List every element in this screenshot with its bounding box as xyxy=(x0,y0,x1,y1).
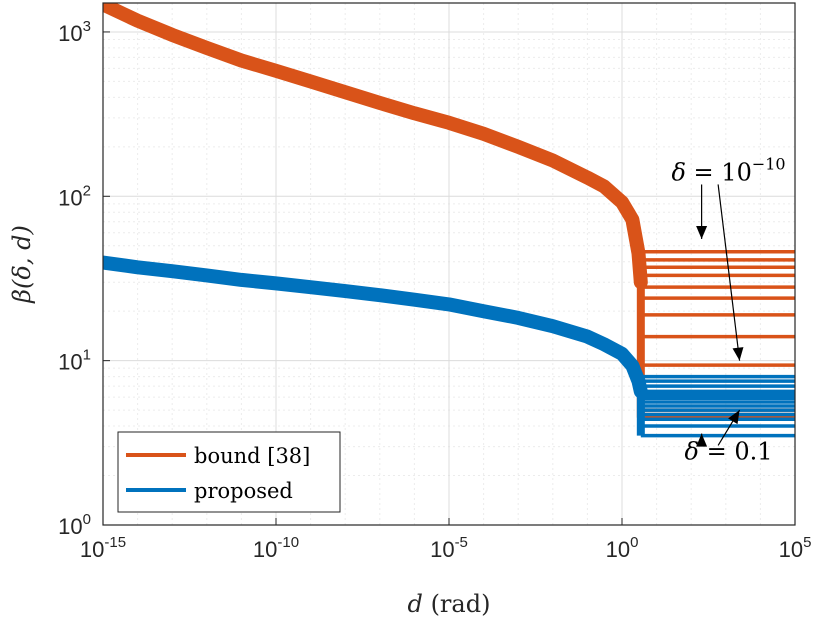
y-axis-label: β(δ, d) xyxy=(8,225,36,304)
x-tick-label: 10-5 xyxy=(430,534,468,562)
x-tick-label: 105 xyxy=(779,534,812,562)
x-axis-label-unit: (rad) xyxy=(431,590,491,618)
annotation-delta-symbol: δ xyxy=(671,158,685,186)
x-tick-exp: 0 xyxy=(630,534,638,551)
series-proposed-curve xyxy=(103,255,648,399)
annotation-delta-top: δ = 10−10 xyxy=(671,154,785,186)
x-tick-exp: -15 xyxy=(104,534,126,551)
x-tick-label: 10-15 xyxy=(80,534,126,562)
x-tick-base: 10 xyxy=(606,537,630,562)
annotation-equals: = xyxy=(686,158,721,186)
x-tick-label: 100 xyxy=(606,534,639,562)
annotation-arrow-head xyxy=(696,225,708,239)
y-tick-label: 101 xyxy=(58,347,91,375)
y-tick-exp: 1 xyxy=(83,347,91,364)
annotation-arrows xyxy=(696,184,744,447)
y-tick-exp: 2 xyxy=(83,182,91,199)
y-tick-base: 10 xyxy=(58,21,82,46)
x-tick-exp: -10 xyxy=(277,534,299,551)
y-tick-base: 10 xyxy=(58,350,82,375)
y-tick-base: 10 xyxy=(58,185,82,210)
x-tick-labels: 10-15 10-10 10-5 100 105 xyxy=(80,534,812,562)
y-tick-label: 103 xyxy=(58,18,91,46)
x-tick-label: 10-10 xyxy=(253,534,299,562)
legend-box xyxy=(117,431,341,513)
x-tick-base: 10 xyxy=(779,537,803,562)
y-tick-base: 10 xyxy=(58,514,82,539)
annotation-delta-bottom: δ = 0.1 xyxy=(685,438,773,466)
tick-marks xyxy=(102,31,796,526)
x-tick-exp: -5 xyxy=(455,534,468,551)
x-tick-base: 10 xyxy=(80,537,104,562)
y-tick-exp: 3 xyxy=(83,18,91,35)
x-tick-exp: 5 xyxy=(803,534,811,551)
annotations: δ = 10−10δ = 0.1 xyxy=(671,154,785,465)
x-axis-label-var: d xyxy=(408,590,423,618)
annotation-arrow-line xyxy=(717,184,741,361)
y-tick-exp: 0 xyxy=(83,511,91,528)
annotation-base: 10 xyxy=(721,158,752,186)
legend-label-bound: bound [38] xyxy=(194,444,310,468)
y-tick-label: 100 xyxy=(58,511,91,539)
x-tick-base: 10 xyxy=(430,537,454,562)
legend: bound [38] proposed xyxy=(117,431,341,513)
annotation-exp: −10 xyxy=(752,154,786,173)
annotation-arrow-head xyxy=(728,410,740,425)
legend-label-proposed: proposed xyxy=(194,479,293,503)
annotation-delta-symbol: δ xyxy=(685,438,699,466)
x-axis-label: d (rad) xyxy=(408,590,491,618)
annotation-value: 0.1 xyxy=(734,438,772,466)
x-tick-base: 10 xyxy=(253,537,277,562)
annotation-arrow-head xyxy=(732,347,744,361)
series-layer xyxy=(103,3,795,438)
y-tick-label: 102 xyxy=(58,182,91,210)
annotation-arrow-head xyxy=(696,433,708,447)
series-bound-curve xyxy=(103,3,648,290)
